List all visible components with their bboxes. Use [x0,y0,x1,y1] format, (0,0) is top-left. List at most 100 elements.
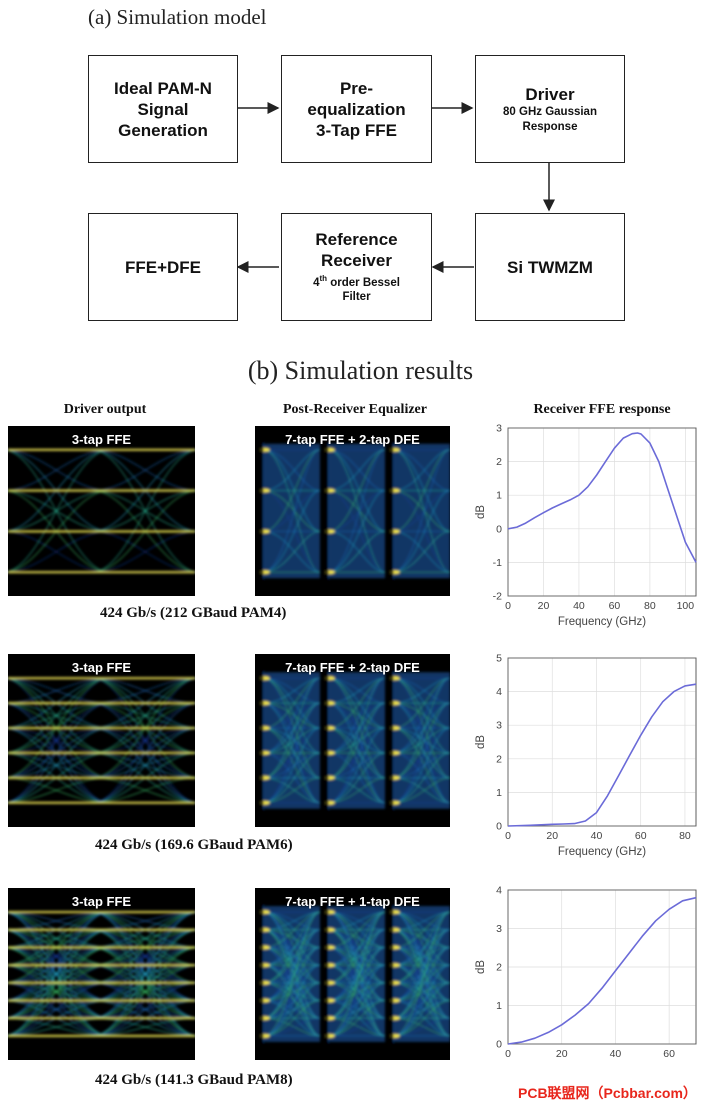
x-tick-label: 60 [635,830,647,842]
caption-pam4: 424 Gb/s (212 GBaud PAM4) [100,605,287,621]
plot-frame [507,657,697,827]
y-tick-label: 4 [496,686,502,698]
x-tick-label: 20 [546,830,558,842]
ffe-response-chart-pam6: 0 20 40 60 80 0 1 2 3 4 5 Frequency (GHz) dB [475,653,697,858]
block-ffe-dfe: FFE+DFE [88,213,238,321]
eye-traces [260,668,450,813]
eye-receiver-pam4: 7-tap FFE + 2-tap DFE [255,426,450,596]
block-refrx-title1: Reference [315,229,398,249]
block-reference-receiver: Reference Receiver 4th order Bessel Filt… [281,213,432,321]
block-si-twmzm: Si TWMZM [475,213,625,321]
block-preeq-line2: equalization [307,99,406,119]
block-refrx-sub-rest: order Bessel [327,276,400,289]
eye-traces [260,902,450,1046]
plot-frame [507,427,697,597]
x-tick-label: 40 [610,1048,622,1060]
y-axis-label: dB [475,505,487,519]
watermark: PCB联盟网（Pcbbar.com） [518,1085,697,1101]
eye-traces [8,448,195,574]
block-refrx-order-sup: th [319,273,328,283]
section-b-title: (b) Simulation results [247,356,474,385]
block-mzm-title: Si TWMZM [507,257,593,277]
ffe-response-chart-pam4: 0 20 40 60 80 100 -2 -1 0 1 2 3 Frequency (GHz) dB [475,423,697,628]
eye-driver-pam6-label: 3-tap FFE [71,660,132,675]
ffe-response-chart-pam8: 0 20 40 60 0 1 2 3 4 dB [475,885,697,1060]
column-header-ffe-response: Receiver FFE response [533,402,671,417]
block-refrx-title2: Receiver [321,250,392,270]
x-tick-label: 0 [505,600,511,612]
plot-frame [507,889,697,1045]
block-ffedfe-title: FFE+DFE [124,257,202,277]
x-tick-label: 40 [591,830,603,842]
x-tick-label: 80 [644,600,656,612]
block-refrx-order: 4 [313,276,320,289]
y-tick-label: 1 [496,1000,502,1012]
caption-pam6: 424 Gb/s (169.6 GBaud PAM6) [95,837,293,853]
eye-driver-pam4-label: 3-tap FFE [71,432,132,447]
y-tick-label: 2 [496,456,502,468]
y-tick-label: 1 [496,490,502,502]
eye-driver-pam6: 3-tap FFE [8,654,195,827]
series-line [507,683,697,827]
eye-traces [260,439,450,583]
y-tick-label: 4 [496,885,502,897]
series-line [507,432,697,563]
x-tick-label: 60 [663,1048,675,1060]
block-driver-sub2: Response [522,120,578,133]
y-tick-label: 3 [496,923,502,935]
y-tick-label: -2 [493,591,502,603]
block-preeq-line1: Pre- [339,78,374,98]
y-tick-label: 0 [496,1039,502,1051]
eye-receiver-pam6-label: 7-tap FFE + 2-tap DFE [285,660,420,675]
block-pre-equalization: Pre- equalization 3-Tap FFE [281,55,432,163]
y-tick-label: 5 [496,653,502,665]
block-diagram-arrows [236,102,555,273]
caption-pam8: 424 Gb/s (141.3 GBaud PAM8) [95,1072,293,1088]
eye-driver-pam4: 3-tap FFE [8,426,195,596]
block-driver-title: Driver [525,84,575,104]
column-header-driver-output: Driver output [63,402,147,417]
y-tick-label: 0 [496,821,502,833]
y-tick-label: 0 [496,523,502,535]
x-tick-label: 0 [505,830,511,842]
y-tick-label: 3 [496,720,502,732]
y-tick-label: 3 [496,423,502,435]
eye-receiver-pam8: 7-tap FFE + 1-tap DFE [255,888,450,1060]
block-gen-line2: Signal [137,99,189,119]
block-gen-line3: Generation [118,120,208,140]
plot-area [507,427,697,597]
x-axis-label: Frequency (GHz) [558,616,646,628]
x-tick-label: 100 [677,600,695,612]
block-preeq-line3: 3-Tap FFE [316,120,397,140]
eye-traces [8,677,195,804]
block-signal-generation: Ideal PAM-N Signal Generation [88,55,238,163]
x-tick-label: 40 [573,600,585,612]
x-tick-label: 20 [538,600,550,612]
series-line [507,896,697,1045]
plot-area [507,657,697,827]
eye-driver-pam8: 3-tap FFE [8,888,195,1060]
y-tick-label: 2 [496,753,502,765]
x-tick-label: 20 [556,1048,568,1060]
x-axis-label: Frequency (GHz) [558,846,646,858]
x-tick-label: 0 [505,1048,511,1060]
y-tick-label: -1 [493,557,502,569]
block-driver-sub1: 80 GHz Gaussian [503,105,597,118]
block-refrx-sub2: Filter [342,291,371,304]
block-gen-line1: Ideal PAM-N [114,78,212,98]
y-axis-label: dB [475,960,487,974]
x-tick-label: 60 [609,600,621,612]
y-tick-label: 1 [496,787,502,799]
eye-receiver-pam6: 7-tap FFE + 2-tap DFE [255,654,450,827]
eye-traces [8,910,195,1038]
column-header-post-receiver: Post-Receiver Equalizer [283,402,427,417]
eye-receiver-pam4-label: 7-tap FFE + 2-tap DFE [285,432,420,447]
section-a-title: (a) Simulation model [88,5,267,29]
eye-receiver-pam8-label: 7-tap FFE + 1-tap DFE [285,894,420,909]
y-tick-label: 2 [496,962,502,974]
y-axis-label: dB [475,735,487,749]
x-tick-label: 80 [679,830,691,842]
block-driver: Driver 80 GHz Gaussian Response [475,55,625,163]
block-refrx-sub1: 4th order Bessel [313,271,400,291]
eye-driver-pam8-label: 3-tap FFE [71,894,132,909]
